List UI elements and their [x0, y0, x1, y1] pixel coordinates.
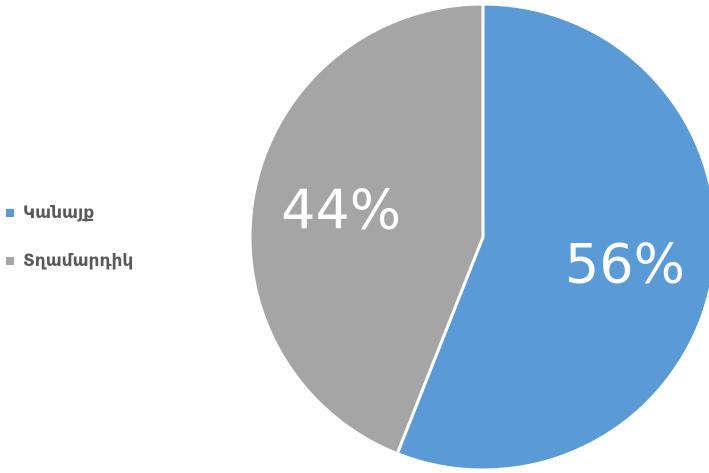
legend-swatch-men	[6, 257, 14, 265]
data-label-women: 56%	[565, 233, 685, 296]
legend-item-women: Կանայք	[6, 199, 133, 227]
legend-label-women: Կանայք	[23, 203, 95, 223]
pie-slice-men	[248, 2, 485, 456]
legend-swatch-women	[6, 209, 14, 217]
chart-legend: Կանայք Տղամարդիկ	[6, 199, 133, 295]
legend-item-men: Տղամարդիկ	[6, 247, 133, 275]
legend-label-men: Տղամարդիկ	[23, 251, 134, 271]
pie-slice-women	[395, 2, 709, 472]
data-label-men: 44%	[281, 178, 401, 241]
